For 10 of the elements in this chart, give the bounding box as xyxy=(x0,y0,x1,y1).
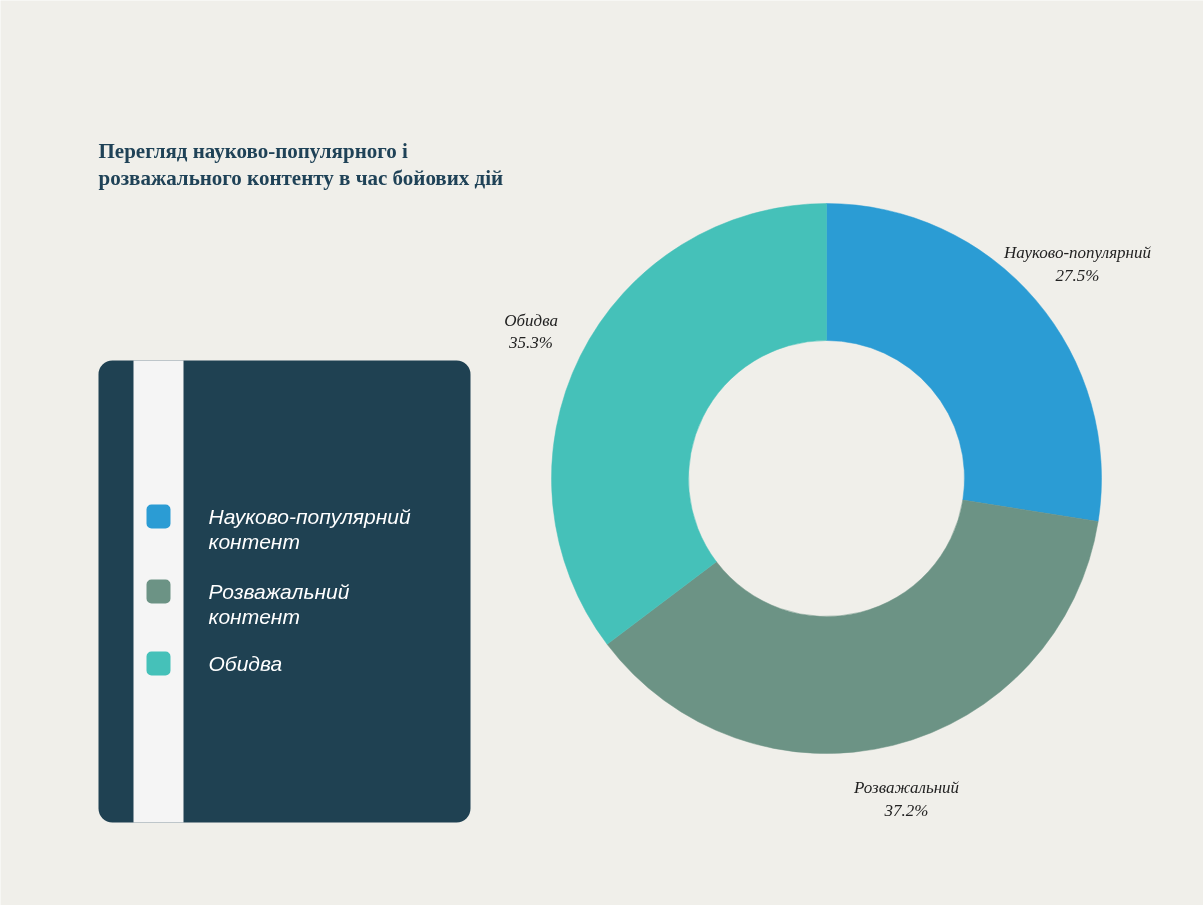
legend-label: Розважальний контент xyxy=(208,579,350,628)
legend-label: Обидва xyxy=(208,651,283,675)
legend-label: Науково-популярний контент xyxy=(208,504,411,553)
data-label: 27.5% xyxy=(1055,266,1100,286)
text: Обидва xyxy=(504,310,558,330)
data-label: 35.3% xyxy=(508,333,554,353)
text: Розважальний xyxy=(853,777,960,797)
text: Науково-популярний xyxy=(1002,243,1152,263)
chart-title: Перегляд науково-популярного і розважального контенту в час бойових дій xyxy=(98,138,504,191)
data-label: 37.2% xyxy=(883,800,929,820)
